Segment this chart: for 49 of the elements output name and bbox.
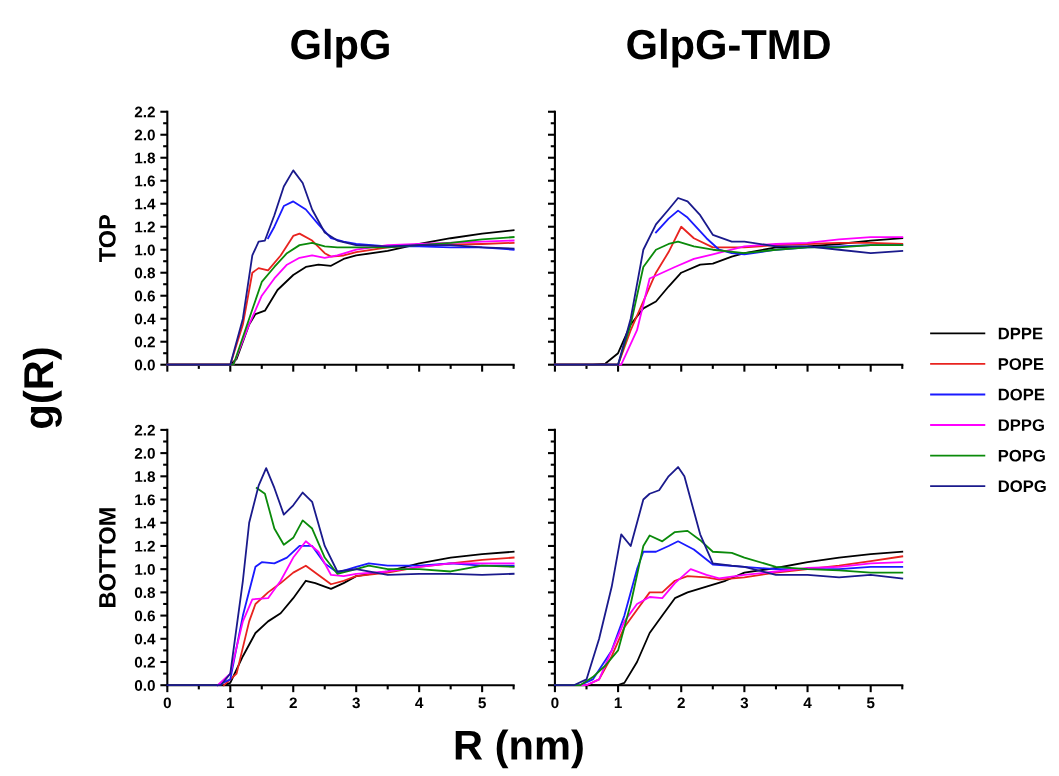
y-tick-label: 0.2: [134, 656, 155, 668]
y-tick-label: 1.6: [135, 494, 155, 506]
y-tick-label: 1.4: [135, 198, 156, 210]
x-tick-label: 2: [289, 697, 297, 709]
legend-label: POPG: [998, 449, 1045, 462]
legend-label: DOPG: [998, 480, 1046, 493]
legend-label: DPPG: [998, 419, 1044, 432]
y-tick-label: 1.4: [135, 517, 156, 529]
x-tick-label: 0: [163, 697, 171, 709]
y-axis-title: TOP: [99, 214, 116, 263]
y-tick-label: 1.6: [135, 175, 155, 187]
y-tick-label: 0.6: [134, 610, 155, 622]
y-tick-label: 0.0: [134, 359, 155, 371]
text: R (nm): [455, 729, 583, 769]
y-tick-label: 2.2: [134, 106, 155, 118]
x-tick-label: 0: [551, 697, 559, 709]
x-tick-label: 5: [478, 697, 486, 709]
y-tick-label: 2.0: [134, 447, 155, 459]
y-tick-label: 1.0: [135, 244, 155, 256]
legend-label: POPE: [998, 358, 1044, 370]
y-tick-label: 1.0: [135, 564, 155, 575]
x-tick-label: 1: [227, 697, 235, 709]
text: g(R): [22, 348, 62, 428]
y-tick-label: 1.8: [135, 471, 156, 483]
x-tick-label: 3: [352, 697, 360, 709]
y-tick-label: 2.0: [134, 129, 155, 141]
line-series: [255, 487, 515, 575]
y-tick-label: 0.4: [134, 633, 156, 645]
y-tick-label: 0.4: [134, 313, 156, 325]
y-tick-label: 1.2: [135, 540, 155, 552]
chart-title: GlpG: [291, 28, 389, 68]
y-tick-label: 1.2: [135, 221, 155, 233]
y-axis-title: BOTTOM: [99, 508, 116, 607]
x-tick-label: 2: [677, 697, 685, 709]
legend-label: DPPE: [998, 327, 1043, 340]
y-tick-label: 1.8: [135, 152, 156, 164]
y-tick-label: 0.8: [134, 267, 156, 279]
x-tick-label: 1: [614, 697, 622, 709]
x-tick-label: 4: [803, 697, 812, 709]
y-tick-label: 0.8: [134, 587, 156, 599]
x-tick-label: 5: [866, 697, 875, 709]
chart-title: GlpG-TMD: [627, 28, 830, 68]
x-tick-label: 3: [740, 697, 749, 709]
y-tick-label: 0.2: [134, 336, 155, 348]
y-tick-label: 0.0: [134, 680, 155, 691]
y-tick-label: 2.2: [134, 424, 155, 436]
x-tick-label: 4: [415, 697, 424, 709]
legend-label: DOPE: [998, 388, 1045, 401]
y-tick-label: 0.6: [134, 290, 155, 302]
